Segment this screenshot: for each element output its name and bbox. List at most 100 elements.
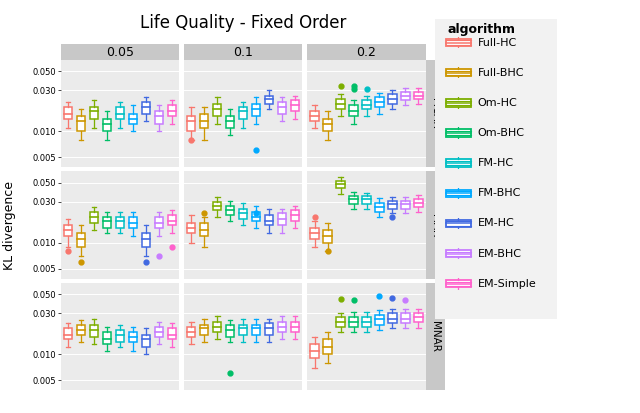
Text: MNAR: MNAR <box>430 321 440 352</box>
Bar <box>445 159 471 167</box>
Bar <box>310 344 319 358</box>
Bar <box>278 102 286 114</box>
Bar <box>90 325 98 337</box>
Bar <box>187 116 195 131</box>
Bar <box>291 210 300 221</box>
Bar <box>213 202 221 210</box>
Bar <box>445 280 471 287</box>
Text: Life Quality - Fixed Order: Life Quality - Fixed Order <box>140 14 346 33</box>
Bar <box>414 313 422 322</box>
Text: Full-BHC: Full-BHC <box>477 68 524 78</box>
Bar <box>388 201 397 209</box>
Bar <box>103 119 111 131</box>
Bar <box>64 107 72 119</box>
Bar <box>187 327 195 337</box>
Bar <box>129 332 137 342</box>
Bar <box>362 317 371 327</box>
Bar <box>445 250 471 257</box>
Bar <box>116 107 124 119</box>
Bar <box>116 217 124 228</box>
Bar <box>200 325 209 335</box>
Bar <box>77 233 85 247</box>
Text: algorithm: algorithm <box>448 23 516 36</box>
Bar <box>141 233 150 247</box>
Bar <box>168 215 176 225</box>
Bar <box>116 330 124 342</box>
Bar <box>155 217 163 228</box>
Text: FM-HC: FM-HC <box>477 158 513 168</box>
Bar <box>187 223 195 233</box>
Bar <box>401 201 410 209</box>
Text: Om-HC: Om-HC <box>477 98 517 108</box>
Text: MCAR: MCAR <box>430 98 440 129</box>
Bar <box>239 209 247 219</box>
Bar <box>141 335 150 347</box>
Bar <box>337 317 345 327</box>
Bar <box>310 228 319 239</box>
Bar <box>64 328 72 339</box>
Bar <box>349 196 358 204</box>
Bar <box>252 212 260 221</box>
Bar <box>388 94 397 104</box>
Text: FM-BHC: FM-BHC <box>477 188 521 198</box>
Bar <box>323 339 332 354</box>
Bar <box>213 322 221 332</box>
Bar <box>265 215 273 225</box>
Text: Om-BHC: Om-BHC <box>477 128 524 138</box>
Bar <box>200 223 209 236</box>
Text: EM-Simple: EM-Simple <box>477 279 536 289</box>
Bar <box>337 99 345 109</box>
Bar <box>103 217 111 228</box>
Bar <box>445 99 471 107</box>
Bar <box>445 69 471 76</box>
Bar <box>168 328 176 339</box>
Bar <box>362 196 371 204</box>
Bar <box>362 100 371 109</box>
Text: EM-BHC: EM-BHC <box>477 249 522 259</box>
Text: MAR: MAR <box>430 214 440 237</box>
Bar <box>375 203 383 212</box>
Bar <box>323 230 332 243</box>
Bar <box>401 92 410 100</box>
Bar <box>414 199 422 207</box>
Bar <box>239 107 247 119</box>
Bar <box>129 217 137 228</box>
Bar <box>226 116 234 128</box>
Bar <box>445 129 471 137</box>
Bar <box>64 225 72 236</box>
Bar <box>129 114 137 124</box>
Bar <box>278 322 286 332</box>
Bar <box>155 112 163 124</box>
Bar <box>90 212 98 223</box>
Bar <box>200 114 209 128</box>
Text: 0.1: 0.1 <box>233 45 253 59</box>
Bar <box>77 116 85 131</box>
Bar <box>226 325 234 337</box>
Bar <box>103 332 111 344</box>
Bar <box>445 39 471 46</box>
Bar <box>90 107 98 119</box>
Bar <box>401 313 410 323</box>
Bar <box>375 315 383 325</box>
Bar <box>265 323 273 335</box>
Text: 0.2: 0.2 <box>356 45 376 59</box>
Bar <box>375 97 383 107</box>
Bar <box>213 104 221 116</box>
Bar <box>349 317 358 327</box>
Bar <box>252 325 260 335</box>
Bar <box>291 100 300 112</box>
Bar <box>252 104 260 116</box>
Text: KL divergence: KL divergence <box>3 180 16 270</box>
Bar <box>141 102 150 114</box>
Bar <box>388 313 397 323</box>
Bar <box>349 105 358 116</box>
Text: EM-HC: EM-HC <box>477 218 514 228</box>
Bar <box>168 105 176 116</box>
Bar <box>323 119 332 131</box>
Text: Full-HC: Full-HC <box>477 38 516 47</box>
Text: 0.05: 0.05 <box>106 45 134 59</box>
Bar <box>337 180 345 188</box>
Bar <box>445 190 471 197</box>
Bar <box>445 220 471 227</box>
Bar <box>291 322 300 332</box>
